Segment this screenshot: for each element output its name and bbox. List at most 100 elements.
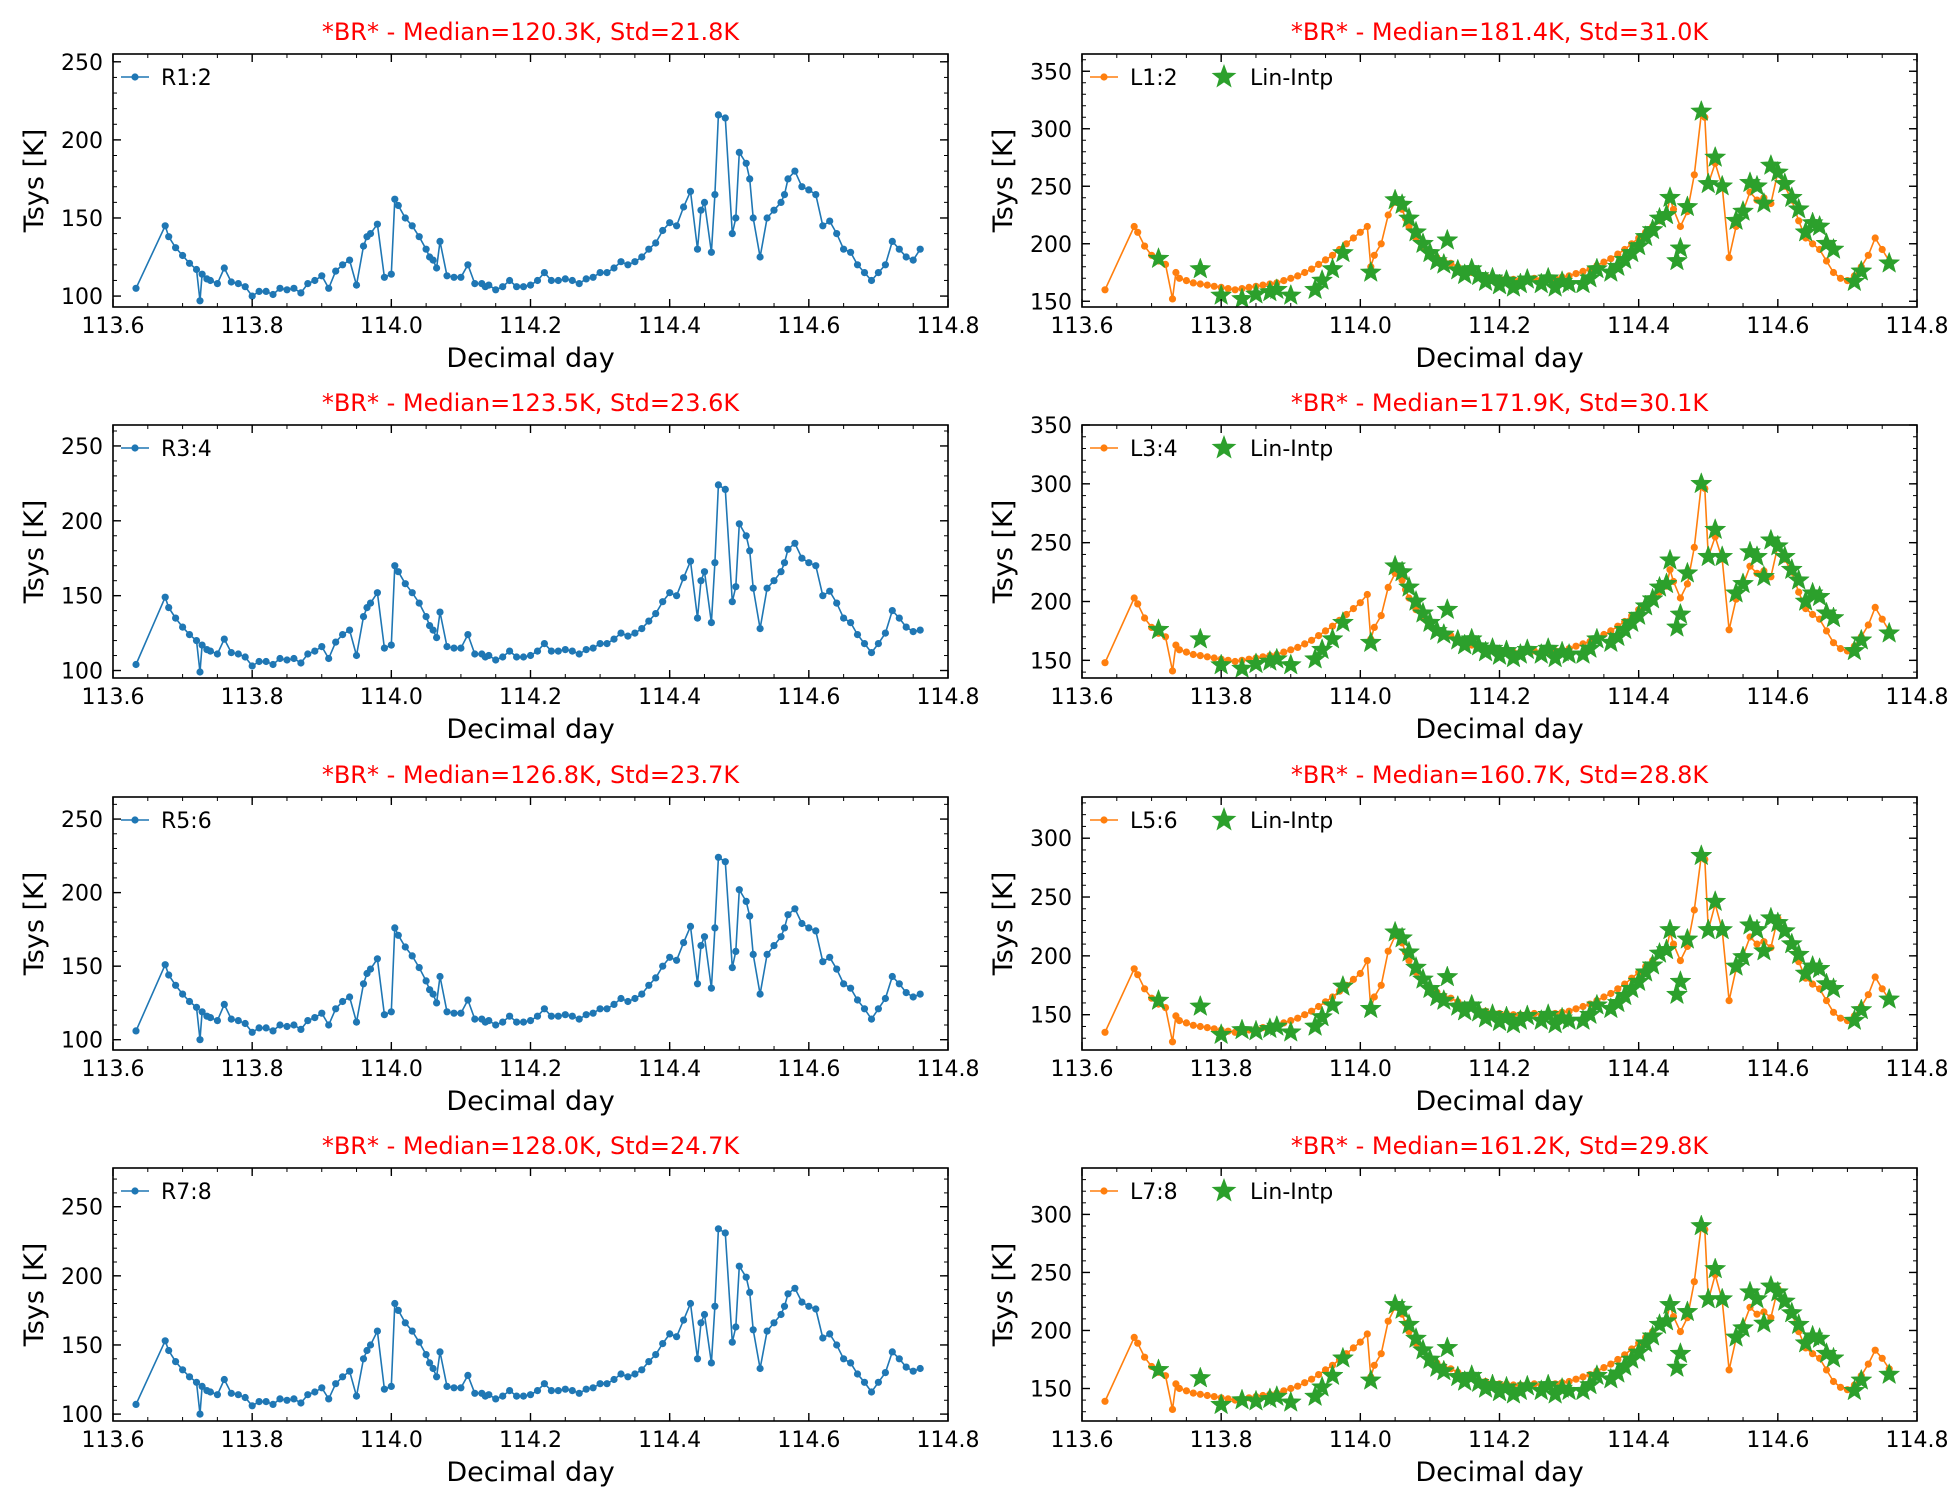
data-point-star <box>1627 234 1650 256</box>
data-point <box>589 1384 597 1392</box>
data-point <box>916 626 924 634</box>
data-point <box>297 1025 305 1033</box>
data-point <box>1829 1377 1838 1386</box>
data-point <box>192 1003 201 1011</box>
data-point <box>645 1358 653 1366</box>
data-point <box>198 641 206 649</box>
data-point-star <box>1397 940 1421 962</box>
data-point <box>798 1298 806 1306</box>
data-point <box>1600 258 1608 266</box>
y-tick-label: 150 <box>61 207 103 232</box>
x-tick-label: 114.6 <box>777 1428 840 1453</box>
data-point <box>1363 590 1371 599</box>
data-point <box>366 965 375 973</box>
chart-panel-8: *BR* - Median=161.2K, Std=29.8K 113.6 113.… <box>988 1132 1948 1488</box>
data-point-star <box>1843 1008 1866 1031</box>
legend-marker-star <box>1211 435 1237 459</box>
data-point-star <box>1359 260 1382 282</box>
data-point <box>1134 228 1142 236</box>
data-point <box>624 261 632 269</box>
data-point <box>401 580 409 588</box>
y-tick-label: 300 <box>1030 473 1072 498</box>
data-point <box>603 1005 611 1013</box>
data-point-star <box>1822 237 1845 259</box>
data-point <box>1130 1333 1138 1341</box>
data-point-star <box>1752 1311 1776 1333</box>
data-point <box>673 222 681 230</box>
data-point <box>1245 283 1253 291</box>
data-point <box>777 568 785 576</box>
chart-panel-4: *BR* - Median=171.9K, Std=30.1K 113.6 113.… <box>988 389 1948 745</box>
legend-item: R5:6 <box>121 809 212 834</box>
data-point <box>526 651 535 660</box>
data-point-star <box>1411 232 1435 254</box>
data-point-star <box>1787 197 1810 219</box>
data-point-star <box>1432 1359 1455 1381</box>
data-point <box>1141 242 1149 250</box>
data-point <box>780 191 789 199</box>
data-point <box>867 649 876 657</box>
data-point <box>471 1015 479 1023</box>
data-point <box>693 614 702 622</box>
data-point <box>853 996 862 1004</box>
y-tick-label: 150 <box>1030 649 1072 674</box>
y-tick-label: 150 <box>1030 1004 1072 1029</box>
x-tick-label: 114.8 <box>1886 1057 1949 1082</box>
data-point <box>1134 971 1142 979</box>
data-point <box>227 1015 235 1023</box>
data-point-star <box>1404 220 1428 242</box>
data-point-star <box>1189 1366 1212 1388</box>
data-point <box>165 1346 173 1355</box>
chart-panel-7: *BR* - Median=128.0K, Std=24.7K 113.6 113.… <box>19 1132 979 1488</box>
data-point <box>352 281 361 289</box>
y-tick-label: 200 <box>61 882 103 907</box>
data-point-star <box>1766 534 1789 556</box>
data-point <box>346 1367 354 1375</box>
data-point <box>1224 1395 1232 1403</box>
data-point <box>198 1382 206 1390</box>
data-point <box>1822 627 1831 635</box>
data-point-star <box>1516 1374 1539 1396</box>
data-point <box>1822 257 1831 265</box>
data-point <box>526 281 535 289</box>
y-tick-label: 250 <box>1030 1261 1072 1286</box>
data-point <box>1871 234 1879 242</box>
data-point-star <box>1773 172 1796 194</box>
data-point <box>652 610 660 618</box>
y-axis-label: Tsys [K] <box>988 872 1019 977</box>
data-point-star <box>1303 647 1327 669</box>
data-point <box>499 1392 507 1400</box>
data-point <box>1614 985 1622 993</box>
data-point <box>1753 940 1761 948</box>
data-point-star <box>1331 974 1355 996</box>
data-point <box>812 191 820 199</box>
data-point <box>805 924 813 932</box>
data-point <box>401 943 409 951</box>
data-point <box>707 619 716 627</box>
data-point <box>1231 286 1239 294</box>
data-point-star <box>1704 145 1727 167</box>
data-point <box>707 1359 716 1367</box>
data-point-star <box>1731 1316 1755 1338</box>
data-point-star <box>1359 1368 1382 1390</box>
data-point <box>1356 228 1364 236</box>
data-point <box>1189 650 1197 659</box>
data-point <box>234 650 242 658</box>
data-point <box>325 654 333 663</box>
data-point-star <box>1731 572 1755 594</box>
y-tick-label: 200 <box>61 510 103 535</box>
data-point <box>352 1018 361 1026</box>
data-point <box>255 1024 263 1032</box>
legend-marker <box>1100 816 1108 824</box>
data-point <box>1795 588 1803 596</box>
data-point <box>686 557 695 565</box>
data-point <box>394 1306 402 1314</box>
data-point <box>603 269 611 277</box>
x-tick-label: 114.2 <box>1468 1428 1531 1453</box>
legend: L1:2 Lin-Intp <box>1090 64 1333 91</box>
data-point <box>714 481 723 489</box>
data-point <box>1600 993 1608 1001</box>
x-tick-label: 114.6 <box>777 314 840 339</box>
data-point <box>728 964 736 972</box>
